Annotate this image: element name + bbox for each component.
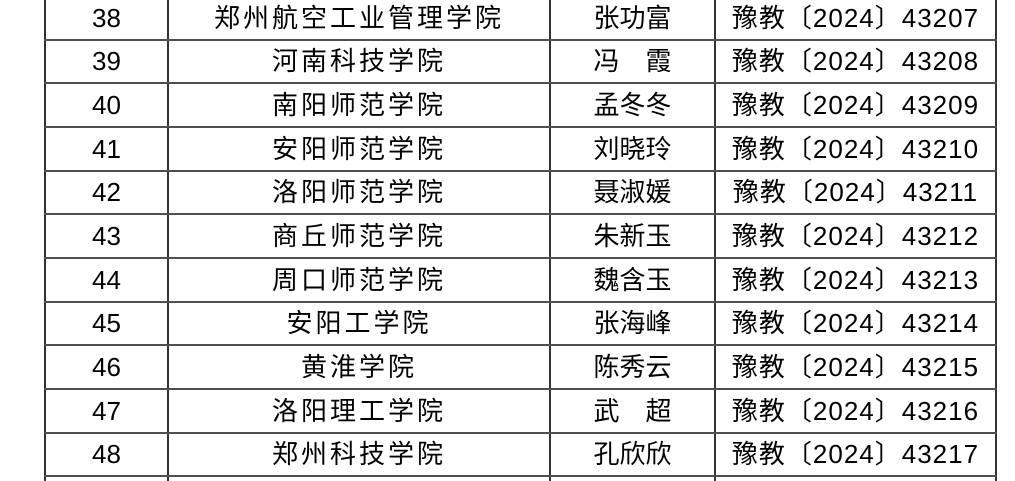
cell-person-name: 朱新玉	[549, 215, 714, 257]
cell-institution: 郑州航空工业管理学院	[167, 0, 549, 39]
table-row: 46 黄淮学院 陈秀云 豫教〔2024〕43215	[44, 346, 997, 390]
cell-doc-number: 豫教〔2024〕43214	[714, 302, 997, 345]
table-row: 45 安阳工学院 张海峰 豫教〔2024〕43214	[44, 302, 997, 347]
cell-person-name	[549, 477, 714, 481]
cell-institution: 周口师范学院	[167, 258, 549, 301]
cell-doc-number: 豫教〔2024〕43209	[714, 84, 997, 126]
cell-institution	[167, 477, 549, 481]
table-row: 48 郑州科技学院 孔欣欣 豫教〔2024〕43217	[44, 433, 997, 478]
cell-doc-number: 豫教〔2024〕43210	[714, 127, 997, 170]
cell-institution: 黄淮学院	[167, 346, 549, 388]
cell-number: 48	[44, 433, 167, 476]
cell-institution: 洛阳师范学院	[167, 171, 549, 214]
cell-person-name: 张功富	[549, 0, 714, 39]
table-row: 42 洛阳师范学院 聂淑媛 豫教〔2024〕43211	[44, 171, 997, 216]
table-row: 41 安阳师范学院 刘晓玲 豫教〔2024〕43210	[44, 127, 997, 172]
cell-doc-number: 豫教〔2024〕43212	[714, 215, 997, 257]
cell-person-name: 陈秀云	[549, 346, 714, 388]
cell-person-name: 刘晓玲	[549, 127, 714, 170]
cell-number: 44	[44, 258, 167, 301]
cell-person-name: 聂淑媛	[549, 171, 714, 214]
cell-institution: 安阳工学院	[167, 302, 549, 345]
cell-person-name: 孔欣欣	[549, 433, 714, 476]
cell-doc-number: 豫教〔2024〕43217	[714, 433, 997, 476]
table-row: 39 河南科技学院 冯 霞 豫教〔2024〕43208	[44, 40, 997, 85]
cell-person-name: 武 超	[549, 389, 714, 432]
table-row-partial	[44, 477, 997, 481]
table-rows-container: 38 郑州航空工业管理学院 张功富 豫教〔2024〕43207 39 河南科技学…	[44, 0, 997, 478]
cell-number: 42	[44, 171, 167, 214]
table-row: 47 洛阳理工学院 武 超 豫教〔2024〕43216	[44, 389, 997, 434]
table-row: 44 周口师范学院 魏含玉 豫教〔2024〕43213	[44, 258, 997, 303]
cell-number: 43	[44, 215, 167, 257]
cell-institution: 商丘师范学院	[167, 215, 549, 257]
cell-doc-number	[714, 477, 997, 481]
cell-doc-number: 豫教〔2024〕43211	[714, 171, 997, 214]
cell-doc-number: 豫教〔2024〕43216	[714, 389, 997, 432]
cell-doc-number: 豫教〔2024〕43215	[714, 346, 997, 388]
cell-doc-number: 豫教〔2024〕43207	[714, 0, 997, 39]
cell-institution: 郑州科技学院	[167, 433, 549, 476]
approval-table: 38 郑州航空工业管理学院 张功富 豫教〔2024〕43207 39 河南科技学…	[44, 0, 997, 481]
cell-person-name: 冯 霞	[549, 40, 714, 83]
table-row: 43 商丘师范学院 朱新玉 豫教〔2024〕43212	[44, 215, 997, 259]
cell-number: 46	[44, 346, 167, 388]
table-row: 40 南阳师范学院 孟冬冬 豫教〔2024〕43209	[44, 84, 997, 128]
cell-person-name: 孟冬冬	[549, 84, 714, 126]
cell-doc-number: 豫教〔2024〕43208	[714, 40, 997, 83]
cell-number: 47	[44, 389, 167, 432]
cell-number: 45	[44, 302, 167, 345]
cell-institution: 安阳师范学院	[167, 127, 549, 170]
cell-number: 39	[44, 40, 167, 83]
cell-number	[44, 477, 167, 481]
cell-institution: 南阳师范学院	[167, 84, 549, 126]
cell-number: 41	[44, 127, 167, 170]
cell-institution: 洛阳理工学院	[167, 389, 549, 432]
table-row: 38 郑州航空工业管理学院 张功富 豫教〔2024〕43207	[44, 0, 997, 41]
cell-person-name: 张海峰	[549, 302, 714, 345]
cell-institution: 河南科技学院	[167, 40, 549, 83]
cell-number: 40	[44, 84, 167, 126]
cell-number: 38	[44, 0, 167, 39]
cell-doc-number: 豫教〔2024〕43213	[714, 258, 997, 301]
cell-person-name: 魏含玉	[549, 258, 714, 301]
